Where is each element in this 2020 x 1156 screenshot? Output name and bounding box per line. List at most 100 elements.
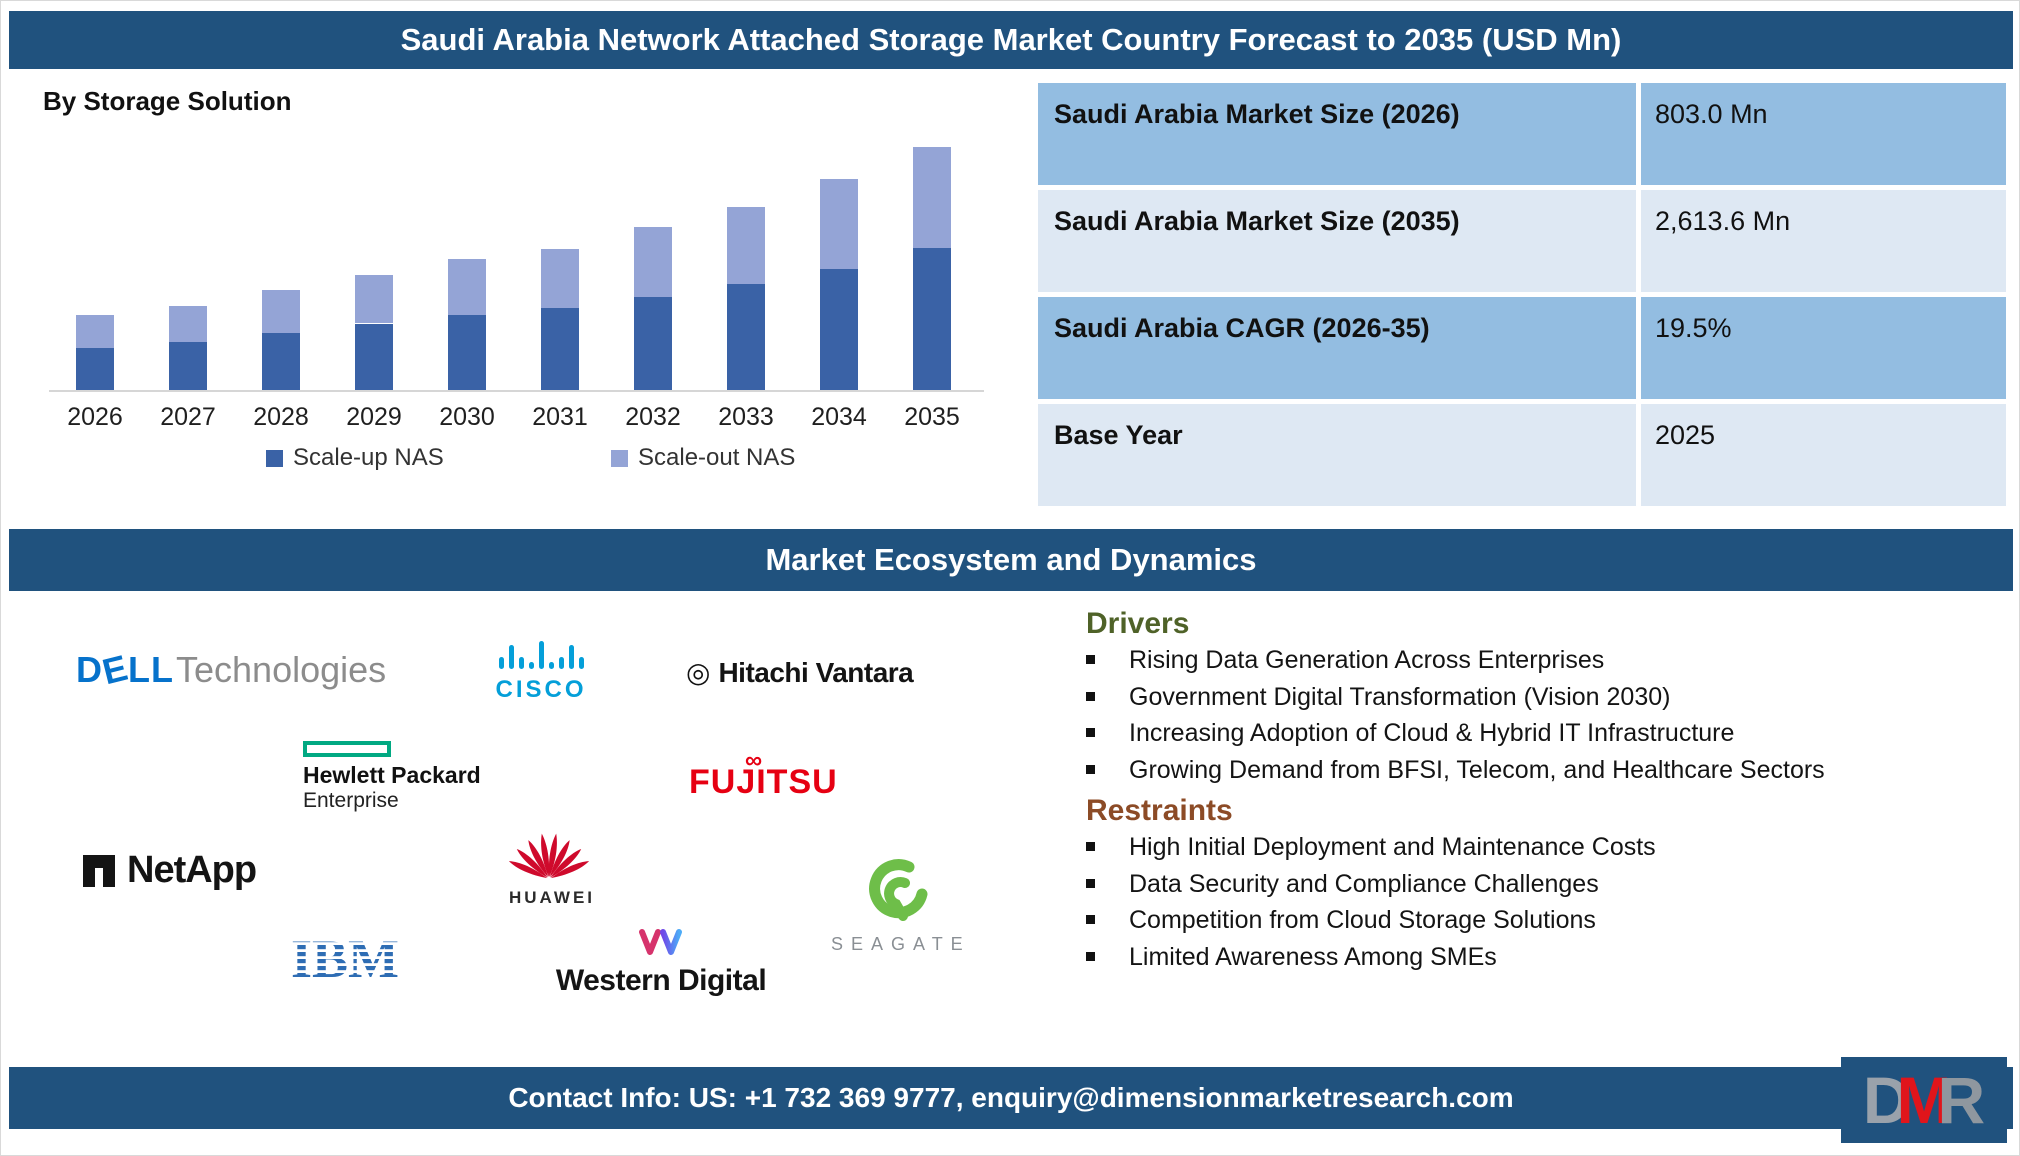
scale-up-swatch-icon [266,449,283,467]
bar-scale-up-2034 [820,268,858,390]
ecosystem-title: Market Ecosystem and Dynamics [765,542,1257,577]
cisco-wordmark: CISCO [495,676,587,703]
bar-scale-out-2029 [355,274,393,324]
bullet-icon [1086,951,1095,961]
company-logos: DELL Technologies CISCO ◎ [31,601,1071,1051]
legend-item-scale-up: Scale-up NAS [266,444,444,472]
bar-scale-out-2034 [820,178,858,269]
bar-scale-out-2033 [727,207,765,284]
bar-scale-up-2029 [355,323,393,390]
ibm-logo: IBM [289,929,429,994]
table-row: Saudi Arabia Market Size (2035) 2,613.6 … [1038,190,2006,292]
bullet-icon [1086,764,1095,774]
storage-solution-chart: By Storage Solution Scale-up NAS Scale-o… [21,76,1021,506]
bullet-icon [1086,878,1095,888]
chart-legend: Scale-up NAS Scale-out NAS [21,444,1021,474]
huawei-logo: HUAWEI [508,819,595,908]
bar-scale-up-2033 [727,283,765,390]
bar-scale-up-2030 [448,314,486,390]
bar-scale-out-2028 [262,289,300,333]
bar-scale-up-2027 [169,341,207,390]
ibm-wordmark: IBM [291,931,399,989]
contact-footer: Contact Info: US: +1 732 369 9777, enqui… [9,1057,2013,1143]
restraints-heading: Restraints [1086,794,1233,827]
cisco-logo: CISCO [493,639,589,704]
legend-item-scale-out: Scale-out NAS [611,444,795,472]
dell-suffix: Technologies [176,649,387,690]
bullet-icon [1086,691,1095,701]
stat-value: 2025 [1641,404,2006,506]
bar-scale-up-2031 [541,307,579,390]
stat-label: Saudi Arabia Market Size (2026) [1038,83,1636,185]
wd-mark-icon [639,929,682,955]
x-axis-label-2030: 2030 [439,403,495,431]
bar-scale-out-2030 [448,259,486,315]
netapp-mark-icon [83,854,115,887]
x-axis-label-2033: 2033 [718,403,774,431]
fujitsu-wordmark: FUJITSU [689,763,838,801]
restraint-item: Limited Awareness Among SMEs [1086,943,2006,972]
bar-scale-out-2032 [634,227,672,297]
x-axis-label-2027: 2027 [160,403,216,431]
bar-scale-up-2026 [76,347,114,390]
ecosystem-banner: Market Ecosystem and Dynamics [9,529,2013,591]
x-axis-label-2031: 2031 [532,403,588,431]
seagate-swirl-icon [869,859,928,921]
stat-label: Saudi Arabia Market Size (2035) [1038,190,1636,292]
driver-item: Rising Data Generation Across Enterprise… [1086,646,2006,675]
hitachi-vantara-logo: ◎ Hitachi Vantara [686,657,914,689]
seagate-wordmark: SEAGATE [831,934,971,954]
x-axis-label-2029: 2029 [346,403,402,431]
bar-scale-up-2035 [913,248,951,390]
fujitsu-infinity-icon: ∞ [745,747,763,774]
drivers-heading: Drivers [1086,607,1190,640]
scale-out-swatch-icon [611,449,628,467]
x-axis-label-2034: 2034 [811,403,867,431]
page-title-banner: Saudi Arabia Network Attached Storage Ma… [9,11,2013,69]
x-axis-line [49,390,984,392]
stat-value: 803.0 Mn [1641,83,2006,185]
stat-value: 19.5% [1641,297,2006,399]
chart-section-label: By Storage Solution [43,86,292,116]
stat-label: Base Year [1038,404,1636,506]
bullet-icon [1086,915,1095,924]
bar-scale-out-2027 [169,306,207,342]
x-axis-label-2028: 2028 [253,403,309,431]
hitachi-target-icon: ◎ [686,657,711,688]
hpe-logo: Hewlett Packard Enterprise [303,741,481,813]
netapp-wordmark: NetApp [127,849,257,891]
stat-label: Saudi Arabia CAGR (2026-35) [1038,297,1636,399]
hpe-line1: Hewlett Packard [303,762,481,788]
x-axis-label-2026: 2026 [67,403,123,431]
seagate-logo: SEAGATE [831,859,971,955]
hpe-line2: Enterprise [303,789,399,813]
dell-technologies-logo: DELL Technologies [76,646,387,693]
fujitsu-logo: FUJITSU ∞ [689,747,838,802]
bar-scale-up-2032 [634,296,672,390]
wd-wordmark: Western Digital [555,964,767,997]
market-dynamics: Drivers Rising Data Generation Across En… [1086,607,2006,980]
dmr-logo: D M R [1841,1057,2007,1143]
huawei-wordmark: HUAWEI [509,888,595,907]
driver-item: Growing Demand from BFSI, Telecom, and H… [1086,756,2006,785]
stat-value: 2,613.6 Mn [1641,190,2006,292]
bar-scale-out-2031 [541,248,579,308]
cisco-bars-icon [499,641,584,669]
huawei-flower-icon [508,833,590,879]
bullet-icon [1086,728,1095,737]
bar-scale-up-2028 [262,332,300,390]
x-axis-label-2032: 2032 [625,403,681,431]
table-row: Saudi Arabia CAGR (2026-35) 19.5% [1038,297,2006,399]
hitachi-wordmark: Hitachi Vantara [718,657,914,688]
driver-item: Increasing Adoption of Cloud & Hybrid IT… [1086,719,2006,748]
bullet-icon [1086,842,1095,851]
legend-label-scale-up: Scale-up NAS [293,444,444,471]
bar-scale-out-2026 [76,315,114,348]
bar-scale-out-2035 [913,146,951,249]
restraint-item: High Initial Deployment and Maintenance … [1086,833,2006,862]
bullet-icon [1086,655,1095,664]
contact-info: Contact Info: US: +1 732 369 9777, enqui… [508,1082,1514,1113]
restraint-item: Competition from Cloud Storage Solutions [1086,906,2006,935]
legend-label-scale-out: Scale-out NAS [638,444,796,471]
